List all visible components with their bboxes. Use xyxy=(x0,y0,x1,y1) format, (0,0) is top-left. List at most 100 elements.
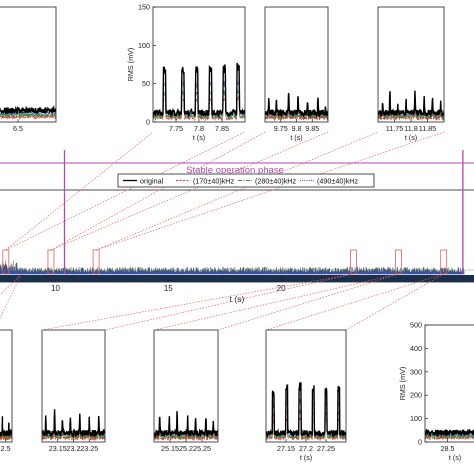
panel-background xyxy=(266,330,346,442)
panel-series-group xyxy=(265,92,328,122)
panel-background xyxy=(0,330,12,442)
overview-frame xyxy=(0,189,474,283)
y-axis-label: RMS (mV) xyxy=(398,367,407,401)
panel-background xyxy=(42,330,105,442)
overview-series-490 xyxy=(0,265,465,275)
zoom-link-line xyxy=(104,273,354,331)
x-axis-label: t (s) xyxy=(193,133,205,142)
panel-series-group xyxy=(0,105,56,121)
x-tick-label: 27.15 xyxy=(277,444,295,453)
zoom-link-line xyxy=(345,273,444,331)
x-tick-label: 7.8 xyxy=(194,124,204,133)
y-tick-label: 150 xyxy=(138,3,150,12)
zoom-panel-9.8: 9.75 9.8 9.85t (s) xyxy=(264,6,329,142)
panel-series-group xyxy=(153,62,245,122)
panel-background xyxy=(0,7,56,122)
zoom-panel-28.5: 28.5 0 100 200 300 400 500 t (s) RMS (mV) xyxy=(398,321,474,462)
y-axis-label: RMS (mV) xyxy=(126,48,135,82)
zoom-link-line xyxy=(5,131,246,251)
x-tick-label: 25.25 xyxy=(193,444,211,453)
x-tick-label: 27.2 xyxy=(299,444,313,453)
y-tick-label: 200 xyxy=(410,391,422,400)
y-tick-label: 500 xyxy=(410,321,422,330)
zoom-panel-11.8: 11.75 11.8 11.85t (s) xyxy=(377,6,445,142)
series-170 xyxy=(0,431,12,441)
panel-background xyxy=(378,7,444,122)
series-170 xyxy=(378,108,444,121)
x-tick-label: 23.2 xyxy=(67,444,81,453)
y-tick-label: 400 xyxy=(410,344,422,353)
zoom-link-line xyxy=(95,131,445,251)
x-axis-label: t (s) xyxy=(300,453,312,462)
series-original xyxy=(154,411,218,439)
series-original xyxy=(266,382,346,439)
series-490 xyxy=(0,109,56,118)
zoom-panel-6.5: 6.5 xyxy=(0,6,57,133)
legend-label-original: original xyxy=(140,177,164,186)
y-tick-label: 100 xyxy=(138,41,150,50)
x-tick-label: 6.5 xyxy=(13,124,23,133)
series-original xyxy=(378,90,444,119)
series-280 xyxy=(0,112,56,119)
x-axis-label: t (s) xyxy=(290,133,302,142)
x-tick-label: 9.75 xyxy=(274,124,288,133)
panel-series-group xyxy=(378,90,444,121)
legend-label-170: (170±40)kHz xyxy=(193,177,235,186)
x-tick-label: 23.25 xyxy=(80,444,98,453)
series-170 xyxy=(0,114,56,121)
x-tick-label: 9.8 xyxy=(292,124,302,133)
panel-background xyxy=(154,330,218,442)
y-tick-label: 0 xyxy=(418,438,422,447)
zoom-link-line xyxy=(265,273,444,331)
panel-series-group xyxy=(42,409,105,442)
overview-x-axis-label: t (s) xyxy=(230,294,245,304)
panel-frame xyxy=(424,324,474,443)
x-tick-label: 25.2 xyxy=(179,444,193,453)
overview-x-tick-label: 10 xyxy=(51,284,60,293)
legend: original (170±40)kHz (280±40)kHz (490±40… xyxy=(117,173,375,188)
overview-panel: 10 15 20 t (s) xyxy=(0,150,474,304)
zoom-link-line xyxy=(5,131,154,251)
x-tick-label: 7.85 xyxy=(215,124,229,133)
series-170 xyxy=(425,435,474,441)
series-170 xyxy=(153,95,245,122)
panel-background xyxy=(425,325,474,442)
zoom-link-line xyxy=(0,273,22,296)
series-170 xyxy=(42,429,105,442)
phase-label: Stable operation phase xyxy=(186,165,284,176)
zoom-panel-25.2: 25.15 25.2 25.25 xyxy=(153,329,219,453)
x-tick-label: 27.25 xyxy=(317,444,335,453)
y-tick-label: 100 xyxy=(410,414,422,423)
x-tick-label: 9.85 xyxy=(305,124,319,133)
overview-x-tick-label: 20 xyxy=(277,284,286,293)
x-tick-label: 25.15 xyxy=(161,444,179,453)
zoom-panel-23.2: 23.15 23.2 23.25 xyxy=(41,329,106,453)
series-original xyxy=(0,105,56,116)
panel-series-group xyxy=(425,428,474,441)
series-original xyxy=(425,428,474,438)
panel-frame xyxy=(0,329,13,443)
zoom-link-lines xyxy=(0,131,445,331)
x-tick-label: 11.85 xyxy=(419,124,436,133)
series-original xyxy=(0,416,12,438)
x-axis-label: t (s) xyxy=(449,453,461,462)
x-tick-label: 11.75 xyxy=(386,124,403,133)
overview-baseline-fill xyxy=(0,275,474,282)
series-original xyxy=(42,409,105,438)
zoom-link-line xyxy=(50,131,329,251)
x-axis-label: t (s) xyxy=(405,133,417,142)
zoom-panel-27.2: 27.15 27.2 27.25 t (s) xyxy=(265,329,347,462)
x-tick-label: 28.5 xyxy=(441,444,455,453)
panel-series-group xyxy=(0,416,12,441)
series-original xyxy=(153,62,245,118)
x-tick-label: 23.15 xyxy=(49,444,67,453)
x-tick-label: 7.75 xyxy=(169,124,183,133)
y-tick-label: 300 xyxy=(410,367,422,376)
overview-x-tick-label: 15 xyxy=(164,284,173,293)
y-tick-label: 50 xyxy=(142,79,150,88)
panel-background xyxy=(153,7,245,122)
x-tick-label: 2.5 xyxy=(1,444,11,453)
y-tick-label: 0 xyxy=(146,118,150,127)
panel-series-group xyxy=(154,411,218,442)
